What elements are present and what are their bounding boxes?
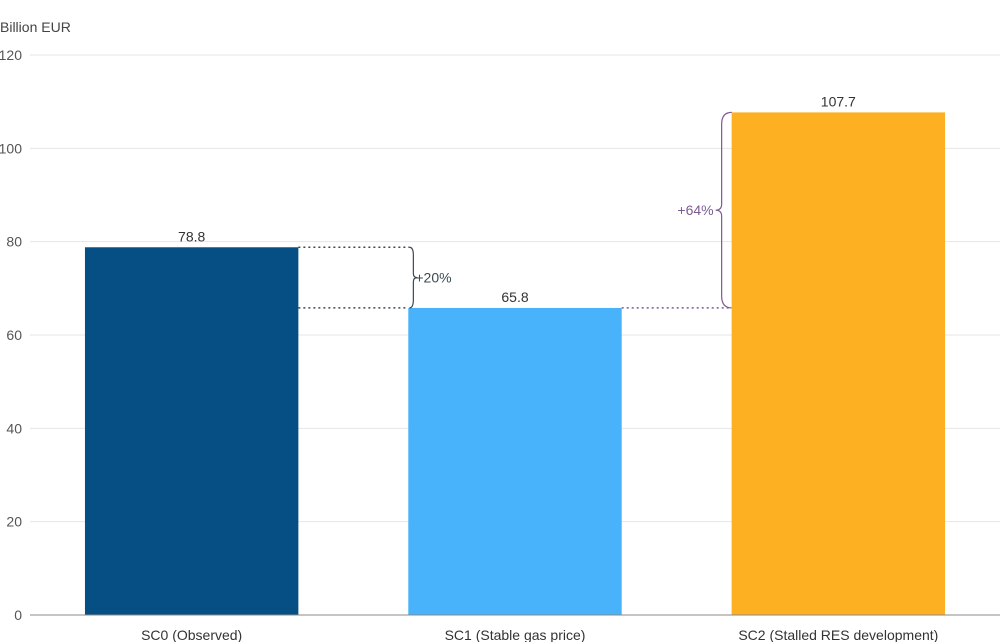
bar (408, 307, 622, 615)
y-tick-label: 80 (6, 234, 22, 250)
y-axis-unit-label: Billion EUR (0, 19, 71, 35)
bars: 78.8 65.8 107.7 (84, 93, 946, 616)
brace (715, 111, 732, 309)
category-labels: SC0 (Observed) SC1 (Stable gas price) SC2 … (141, 627, 938, 642)
annotation-label: +20% (415, 270, 451, 286)
difference-annotations: +20% +64% (298, 111, 732, 309)
y-tick-label: 120 (0, 47, 22, 63)
bar-value-label: 65.8 (501, 289, 528, 305)
difference-annotation: +64% (621, 111, 732, 309)
category-label: SC2 (Stalled RES development) (738, 627, 938, 642)
y-tick-label: 100 (0, 140, 22, 156)
bar (84, 247, 299, 615)
bar (731, 112, 946, 616)
category-label: SC0 (Observed) (141, 627, 242, 642)
difference-annotation: +20% (298, 246, 452, 309)
y-tick-label: 20 (6, 514, 22, 530)
annotation-label: +64% (677, 202, 713, 218)
bar-value-label: 107.7 (821, 93, 856, 109)
bar-value-label: 78.8 (178, 228, 205, 244)
y-tick-label: 60 (6, 327, 22, 343)
y-tick-label: 40 (6, 420, 22, 436)
y-axis-ticks: 0 20 40 60 80 100 120 (0, 47, 22, 623)
category-label: SC1 (Stable gas price) (445, 627, 586, 642)
y-tick-label: 0 (14, 607, 22, 623)
